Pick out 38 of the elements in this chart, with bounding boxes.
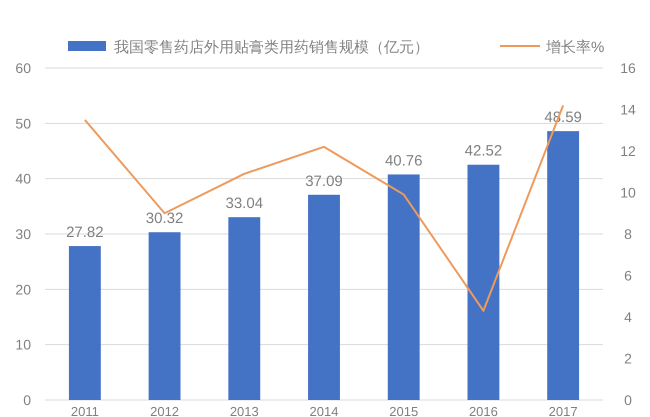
x-tick-label: 2015 — [389, 404, 418, 417]
y2-tick-label: 8 — [624, 226, 632, 242]
y2-tick-label: 0 — [624, 392, 632, 408]
bar — [228, 217, 260, 400]
x-tick-label: 2013 — [230, 404, 259, 417]
y-tick-label: 20 — [15, 281, 32, 298]
data-label: 37.09 — [305, 172, 343, 190]
legend-label: 我国零售药店外用贴膏类用药销售规模（亿元） — [114, 39, 429, 56]
y2-tick-label: 2 — [624, 350, 632, 366]
bar — [388, 174, 420, 400]
bar — [148, 232, 181, 400]
y-tick-label: 60 — [15, 60, 32, 76]
data-label: 42.52 — [464, 142, 502, 160]
x-tick-label: 2016 — [468, 404, 498, 417]
data-label: 33.04 — [226, 195, 264, 212]
y-tick-label: 50 — [15, 115, 32, 132]
y2-tick-label: 16 — [620, 60, 636, 76]
y2-tick-label: 10 — [620, 184, 636, 200]
data-label: 40.76 — [384, 152, 422, 170]
y2-tick-label: 12 — [620, 143, 636, 159]
bar — [547, 131, 580, 400]
y-tick-label: 40 — [15, 170, 32, 187]
y2-tick-label: 14 — [620, 102, 636, 118]
bar — [467, 164, 500, 400]
x-tick-label: 2011 — [70, 404, 99, 417]
legend-label: 增长率% — [545, 39, 604, 56]
x-tick-label: 2017 — [548, 404, 578, 417]
x-tick-label: 2014 — [310, 404, 338, 417]
data-label: 30.32 — [146, 210, 184, 228]
data-label: 27.82 — [66, 224, 104, 242]
y-tick-label: 0 — [23, 392, 32, 408]
y2-tick-label: 4 — [624, 309, 632, 325]
bar — [308, 194, 340, 400]
y-tick-label: 30 — [15, 226, 32, 242]
y2-tick-label: 6 — [624, 268, 632, 284]
x-tick-label: 2012 — [150, 404, 180, 417]
y-tick-label: 10 — [15, 336, 32, 353]
bar — [68, 246, 101, 400]
